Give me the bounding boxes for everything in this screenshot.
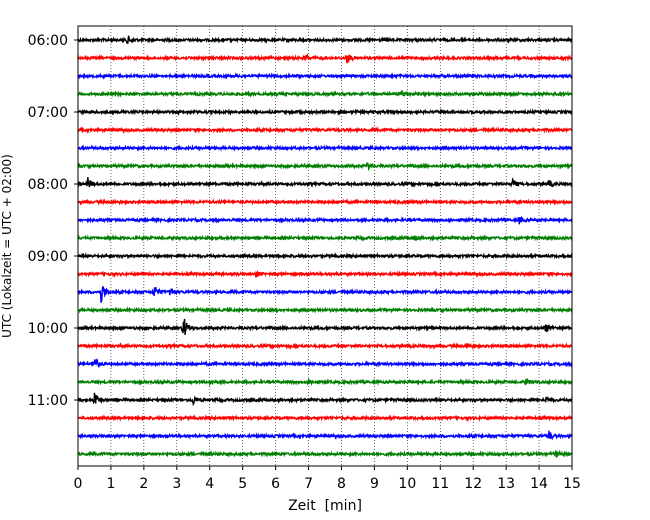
trace-0700 <box>77 108 573 116</box>
trace-1145 <box>77 449 573 458</box>
x-axis: 0 1 2 3 4 5 6 7 8 9 10 11 12 13 14 15 <box>74 466 581 492</box>
trace-0945 <box>77 306 573 314</box>
trace-0900 <box>77 252 573 260</box>
x-tick-label-0: 0 <box>74 476 83 492</box>
x-tick-label-1: 1 <box>106 476 115 492</box>
trace-0730 <box>77 144 573 152</box>
x-tick-label-2: 2 <box>139 476 148 492</box>
plot-frame <box>77 25 573 467</box>
x-tick-label-15: 15 <box>563 476 581 492</box>
trace-1000 <box>77 318 573 335</box>
plot-background <box>78 26 572 466</box>
trace-0915 <box>77 270 573 278</box>
trace-1115 <box>77 414 573 422</box>
trace-0815 <box>77 198 573 206</box>
x-tick-label-12: 12 <box>464 476 482 492</box>
x-tick-label-9: 9 <box>370 476 379 492</box>
trace-0715 <box>77 126 573 134</box>
trace-group <box>77 35 573 458</box>
trace-0845 <box>77 234 573 242</box>
trace-0600 <box>77 35 573 44</box>
vertical-grid <box>110 26 540 466</box>
y-axis: 06:00 07:00 08:00 09:00 10:00 11:00 <box>28 33 78 409</box>
trace-0830 <box>77 215 573 225</box>
trace-0645 <box>77 90 573 98</box>
x-tick-label-4: 4 <box>205 476 214 492</box>
trace-1045 <box>77 378 573 387</box>
y-tick-label-4: 10:00 <box>28 321 68 337</box>
x-tick-label-6: 6 <box>271 476 280 492</box>
trace-1100 <box>77 392 573 407</box>
x-tick-label-11: 11 <box>431 476 449 492</box>
y-tick-label-3: 09:00 <box>28 249 68 265</box>
trace-0630 <box>77 72 573 80</box>
x-axis-label: Zeit [min] <box>288 498 362 514</box>
y-axis-label: UTC (Lokalzeit = UTC + 02:00) <box>0 154 14 338</box>
x-tick-label-10: 10 <box>398 476 416 492</box>
x-tick-label-13: 13 <box>497 476 515 492</box>
y-tick-label-1: 07:00 <box>28 105 68 121</box>
x-tick-label-7: 7 <box>304 476 313 492</box>
x-tick-label-8: 8 <box>337 476 346 492</box>
y-tick-label-5: 11:00 <box>28 393 68 409</box>
trace-1015 <box>77 342 573 351</box>
y-tick-label-2: 08:00 <box>28 177 68 193</box>
trace-0930 <box>77 285 573 303</box>
x-tick-label-14: 14 <box>530 476 548 492</box>
x-tick-label-3: 3 <box>172 476 181 492</box>
x-tick-label-5: 5 <box>238 476 247 492</box>
trace-0615 <box>77 53 573 64</box>
trace-1130 <box>77 430 573 441</box>
y-tick-label-0: 06:00 <box>28 33 68 49</box>
trace-0800 <box>77 177 573 188</box>
trace-0745 <box>77 161 573 172</box>
trace-1030 <box>77 358 573 368</box>
